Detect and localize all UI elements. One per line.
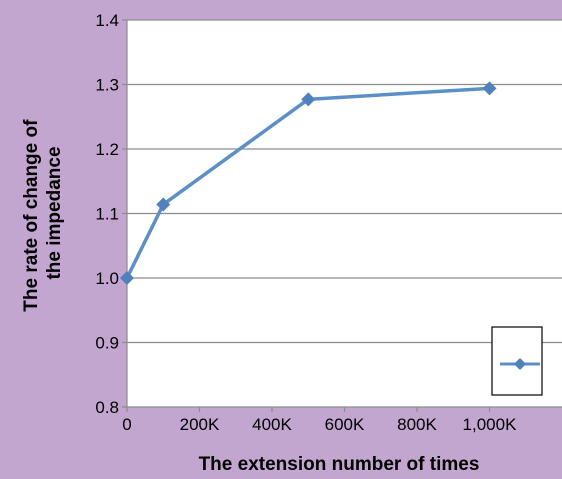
y-tick-label: 1.4 (95, 11, 119, 30)
data-point (120, 271, 134, 285)
x-tick-label: 200K (180, 415, 220, 434)
y-axis-title-line-2: the impedance (44, 146, 65, 279)
y-tick-label: 1.3 (95, 76, 119, 95)
data-point (301, 92, 316, 107)
data-point (482, 81, 497, 96)
legend (491, 326, 543, 396)
x-axis-title: The extension number of times (199, 454, 480, 475)
x-tick-label: 600K (325, 415, 365, 434)
x-tick-label: 0 (122, 415, 131, 434)
x-tick-label: 1,000K (463, 415, 518, 434)
y-axis-title: The rate of change of the impedance (21, 114, 65, 311)
x-tick-label: 800K (397, 415, 437, 434)
axes (122, 19, 562, 412)
y-tick-label: 0.9 (95, 334, 119, 353)
y-tick-labels: 0.8 0.9 1.0 1.1 1.2 1.3 1.4 (95, 11, 119, 417)
y-tick-label: 1.0 (95, 269, 119, 288)
series-group (120, 81, 497, 285)
y-tick-label: 1.2 (95, 140, 119, 159)
grid-lines (127, 19, 562, 344)
y-axis-title-line-1: The rate of change of (21, 119, 42, 312)
data-point (156, 197, 171, 212)
x-tick-labels: 0 200K 400K 600K 800K 1,000K (122, 415, 517, 434)
y-tick-label: 1.1 (95, 205, 119, 224)
y-tick-label: 0.8 (95, 398, 119, 417)
x-tick-label: 400K (252, 415, 292, 434)
series-line (125, 86, 490, 279)
legend-marker (514, 358, 526, 370)
